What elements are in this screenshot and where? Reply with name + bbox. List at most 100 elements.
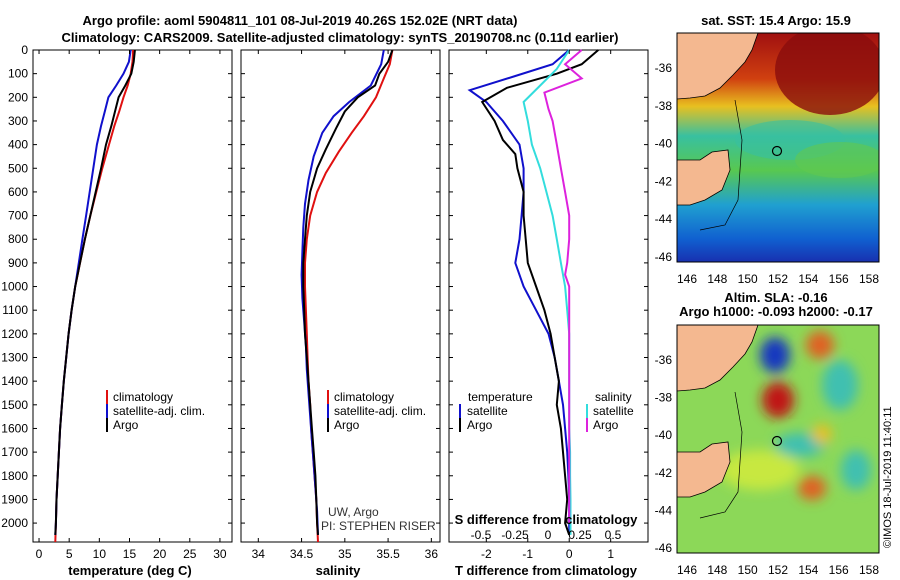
x-tick-label: 15 bbox=[123, 547, 137, 561]
temperature-plot-frame bbox=[32, 49, 233, 543]
depth-tick-label: 500 bbox=[8, 161, 28, 175]
land-tasmania bbox=[677, 441, 731, 498]
sla-map: Altim. SLA: -0.16 Argo h1000: -0.093 h20… bbox=[655, 290, 880, 577]
map-lon-label: 148 bbox=[707, 563, 727, 577]
x-tick-label: 35 bbox=[338, 547, 352, 561]
sst-band bbox=[795, 142, 879, 178]
argo-location-marker bbox=[771, 145, 783, 157]
sla-label-line1: Altim. SLA: -0.16 bbox=[724, 290, 827, 305]
x-tick-label: 34 bbox=[252, 547, 266, 561]
depth-tick-label: 1800 bbox=[1, 469, 28, 483]
land-mainland bbox=[677, 33, 759, 100]
depth-axis-labels: 0 100 200 300 400 500 600 700 800 900 1000 1100 1200… bbox=[1, 43, 28, 530]
temperature-panel: 0 5 10 15 20 25 30 temperature (deg C) climato… bbox=[32, 49, 233, 578]
depth-tick-label: 900 bbox=[8, 256, 28, 270]
land-mainland bbox=[677, 325, 759, 392]
map-lon-label: 158 bbox=[859, 272, 879, 286]
map-lon-label: 156 bbox=[829, 563, 849, 577]
series-line-argo bbox=[302, 49, 394, 535]
legend-label-climatology: climatology bbox=[113, 390, 173, 404]
depth-tick-label: 1000 bbox=[1, 280, 28, 294]
land-tasmania bbox=[677, 149, 731, 206]
sst-map-yticks: -36 -38 -40 -42 -44 -46 bbox=[655, 61, 673, 264]
legend-label-t-argo: Argo bbox=[467, 418, 493, 432]
imos-credit: ©IMOS 18-Jul-2019 11:40:11 bbox=[882, 406, 894, 548]
isobath bbox=[699, 99, 743, 231]
map-lat-label: -42 bbox=[655, 174, 673, 188]
map-lat-label: -46 bbox=[655, 250, 673, 264]
depth-tick-label: 1700 bbox=[1, 445, 28, 459]
map-lon-label: 156 bbox=[829, 272, 849, 286]
depth-tick-label: 2000 bbox=[1, 516, 28, 530]
map-lon-label: 154 bbox=[798, 272, 818, 286]
map-lat-label: -42 bbox=[655, 466, 673, 480]
sst-map-frame bbox=[676, 32, 880, 263]
depth-tick-label: 600 bbox=[8, 185, 28, 199]
x-tick-label: 25 bbox=[183, 547, 197, 561]
sst-map: sat. SST: 15.4 Argo: 15.9 146 148 150 152 15… bbox=[655, 13, 880, 286]
depth-tick-label: 1200 bbox=[1, 327, 28, 341]
salinity-plot-frame bbox=[240, 49, 441, 543]
map-lat-label: -36 bbox=[655, 353, 673, 367]
depth-tick-label: 1100 bbox=[2, 303, 28, 317]
x-tick-label: 36 bbox=[425, 547, 439, 561]
map-lat-label: -40 bbox=[655, 428, 673, 442]
difference-plot-frame bbox=[448, 49, 649, 543]
difference-panel: -2 -1 0 1 T difference from climatology S d… bbox=[448, 49, 649, 578]
legend-label-argo: Argo bbox=[113, 418, 139, 432]
depth-tick-label: 1900 bbox=[1, 492, 28, 506]
x-tick-label: 5 bbox=[66, 547, 73, 561]
sla-map-frame bbox=[676, 324, 880, 554]
map-lat-label: -44 bbox=[655, 212, 673, 226]
chart-title-line1: Argo profile: aoml 5904811_101 08-Jul-20… bbox=[83, 13, 518, 28]
s-tick: 0 bbox=[545, 528, 552, 542]
depth-tick-label: 0 bbox=[21, 43, 28, 57]
map-lat-label: -46 bbox=[655, 541, 673, 555]
s-tick: 0.5 bbox=[605, 528, 622, 542]
legend-label-s-argo: Argo bbox=[593, 418, 619, 432]
sla-band bbox=[720, 450, 800, 490]
difference-xlabel: T difference from climatology bbox=[455, 563, 638, 578]
sla-high bbox=[798, 476, 826, 500]
sla-high bbox=[806, 331, 834, 359]
depth-tick-label: 800 bbox=[8, 232, 28, 246]
map-lon-label: 152 bbox=[768, 563, 788, 577]
series-line-argo bbox=[54, 49, 136, 535]
temperature-xlabel: temperature (deg C) bbox=[68, 563, 192, 578]
depth-tick-label: 400 bbox=[8, 138, 28, 152]
salinity-panel: 34 34.5 35 35.5 36 salinity climatology sate… bbox=[240, 49, 441, 578]
series-line-t-argo bbox=[480, 49, 599, 536]
depth-tick-label: 1500 bbox=[1, 398, 28, 412]
series-line-t-satellite bbox=[467, 49, 571, 535]
legend-label-satellite: satellite-adj. clim. bbox=[113, 404, 205, 418]
temperature-legend: climatology satellite-adj. clim. Argo bbox=[106, 390, 205, 432]
chart-title-line2: Climatology: CARS2009. Satellite-adjuste… bbox=[61, 30, 618, 45]
legend-title-salinity: salinity bbox=[595, 390, 632, 404]
legend-label-argo: Argo bbox=[334, 418, 360, 432]
sst-map-label: sat. SST: 15.4 Argo: 15.9 bbox=[701, 13, 851, 28]
sla-band bbox=[775, 433, 825, 457]
salinity-xlabel: salinity bbox=[316, 563, 362, 578]
depth-tick-label: 300 bbox=[8, 114, 28, 128]
s-difference-label: S difference from climatology bbox=[455, 512, 639, 527]
depth-tick-label: 100 bbox=[8, 67, 28, 81]
x-tick-label: 0 bbox=[36, 547, 43, 561]
legend-label-satellite: satellite-adj. clim. bbox=[334, 404, 426, 418]
credit-annotation-line2: PI: STEPHEN RISER bbox=[321, 519, 436, 533]
s-difference-ticks: -0.5 -0.25 0 0.25 0.5 bbox=[471, 528, 622, 542]
sla-band bbox=[841, 450, 871, 490]
argo-location-marker bbox=[771, 435, 783, 447]
x-tick-label: 10 bbox=[93, 547, 107, 561]
map-lon-label: 158 bbox=[859, 563, 879, 577]
x-tick-label: -1 bbox=[522, 547, 533, 561]
sla-band bbox=[812, 424, 832, 444]
map-lon-label: 152 bbox=[768, 272, 788, 286]
map-lon-label: 146 bbox=[677, 563, 697, 577]
s-tick: -0.25 bbox=[501, 528, 529, 542]
x-tick-label: 1 bbox=[607, 547, 614, 561]
map-lat-label: -38 bbox=[655, 391, 673, 405]
sla-label-line2: Argo h1000: -0.093 h2000: -0.17 bbox=[679, 304, 873, 319]
legend-title-temperature: temperature bbox=[468, 390, 533, 404]
x-tick-label: 20 bbox=[153, 547, 167, 561]
